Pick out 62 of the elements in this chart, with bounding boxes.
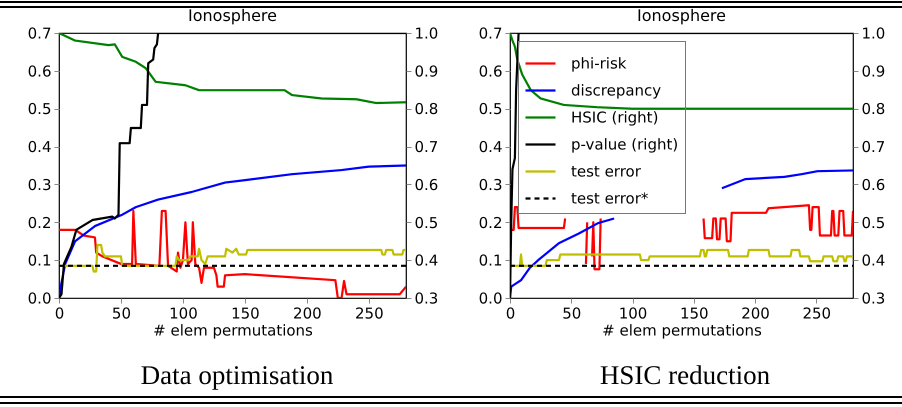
y-tick-label: 0.3 <box>28 176 52 194</box>
line-series <box>510 33 853 110</box>
legend-label: test error* <box>571 190 649 208</box>
y2-tick-label: 1.0 <box>414 24 438 42</box>
chart-title: Ionosphere <box>637 6 726 25</box>
x-axis-title: # elem permutations <box>602 322 762 340</box>
y2-tick-label: 0.5 <box>862 214 886 232</box>
y-tick-label: 0.7 <box>478 24 502 42</box>
line-series <box>510 33 853 298</box>
y-tick-label: 0.1 <box>478 252 502 270</box>
y-tick-label: 0.2 <box>28 214 52 232</box>
y-tick-label: 0.4 <box>478 138 502 156</box>
x-tick-label: 50 <box>562 304 582 322</box>
x-tick-label: 0 <box>54 304 64 322</box>
legend-label: HSIC (right) <box>571 108 658 126</box>
y-tick-label: 0.7 <box>28 24 52 42</box>
y2-tick-label: 0.3 <box>862 290 886 308</box>
legend-label: phi-risk <box>571 54 627 72</box>
line-series <box>59 210 406 298</box>
text: Data optimisation <box>140 360 334 391</box>
x-tick-label: 100 <box>169 304 198 322</box>
y-tick-label: 0.5 <box>478 100 502 118</box>
y2-tick-label: 0.6 <box>862 176 886 194</box>
x-tick-label: 0 <box>506 304 516 322</box>
x-tick-label: 250 <box>802 304 832 322</box>
y-tick-label: 0.2 <box>478 214 502 232</box>
y-tick-label: 0.0 <box>478 290 502 308</box>
y2-tick-label: 0.4 <box>414 252 438 270</box>
y-tick-label: 0.3 <box>478 176 502 194</box>
y2-tick-label: 0.9 <box>862 62 886 80</box>
x-axis-title: # elem permutations <box>153 322 314 340</box>
y-tick-label: 0.5 <box>28 100 52 118</box>
x-tick-label: 250 <box>355 304 384 322</box>
y2-tick-label: 0.7 <box>414 138 438 156</box>
y2-tick-label: 0.7 <box>862 138 886 156</box>
y2-tick-label: 0.4 <box>862 252 886 270</box>
x-tick-label: 150 <box>231 304 260 322</box>
x-tick-label: 50 <box>112 304 132 322</box>
x-tick-label: 100 <box>618 304 648 322</box>
y-tick-label: 0.6 <box>478 62 502 80</box>
line-series <box>59 33 406 104</box>
line-series <box>59 164 406 298</box>
y-tick-label: 0.0 <box>28 290 52 308</box>
y2-tick-label: 0.8 <box>414 100 438 118</box>
legend-label: discrepancy <box>571 82 662 100</box>
y-tick-label: 0.4 <box>28 138 52 156</box>
chart-title: Ionosphere <box>188 6 277 25</box>
x-tick-label: 150 <box>680 304 709 322</box>
x-tick-label: 200 <box>293 304 322 322</box>
y2-tick-label: 0.5 <box>414 214 438 232</box>
y-tick-label: 0.6 <box>28 62 52 80</box>
legend-label: p-value (right) <box>571 136 678 154</box>
y2-tick-label: 0.3 <box>414 290 438 308</box>
y2-tick-label: 0.9 <box>414 62 438 80</box>
x-tick-label: 200 <box>741 304 770 322</box>
legend-label: test error <box>571 162 642 180</box>
y2-tick-label: 0.6 <box>414 176 438 194</box>
y-tick-label: 0.1 <box>28 252 52 270</box>
line-series <box>59 33 406 298</box>
text: HSIC reduction <box>600 360 770 391</box>
y2-tick-label: 0.8 <box>862 100 886 118</box>
y2-tick-label: 1.0 <box>862 24 886 42</box>
